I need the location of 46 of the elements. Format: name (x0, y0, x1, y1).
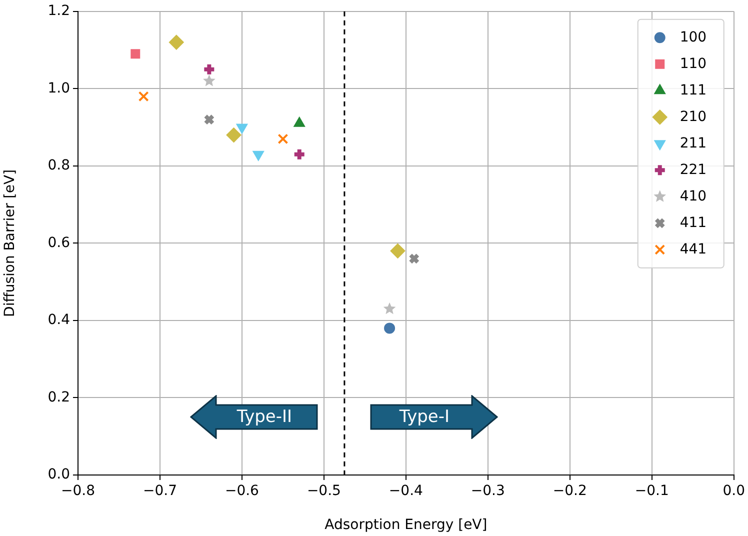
legend-label: 110 (680, 56, 707, 72)
point (408, 253, 420, 264)
legend-label: 100 (680, 29, 707, 46)
legend-label: 111 (680, 82, 707, 98)
x-tick-label: −0.1 (634, 483, 669, 500)
point (226, 128, 242, 143)
y-tick-label: 0.6 (48, 234, 70, 251)
legend-label: 411 (680, 214, 707, 231)
point (204, 114, 215, 126)
x-tick-label: −0.6 (224, 483, 260, 500)
legend-label: 410 (680, 188, 707, 204)
x-tick-label: −0.2 (552, 483, 587, 500)
x-tick-label: −0.4 (388, 483, 424, 500)
point (236, 124, 248, 134)
y-tick-label: 0.2 (48, 389, 70, 406)
point (138, 91, 149, 102)
y-tick-label: 0.0 (48, 466, 70, 483)
point (384, 322, 396, 334)
y-tick-label: 1.0 (48, 80, 70, 96)
point (202, 74, 216, 86)
right-arrow-icon: Type-I (370, 395, 498, 440)
x-tick-label: −0.5 (306, 483, 341, 500)
x-tick-label: −0.7 (142, 483, 177, 500)
left-arrow-icon: Type-II (190, 395, 318, 440)
y-tick-label: 1.2 (48, 3, 70, 20)
annotation: Type-II (236, 407, 292, 428)
point (252, 150, 264, 161)
point (130, 49, 140, 59)
y-axis-title: Diffusion Barrier [eV] (2, 169, 18, 317)
point (168, 34, 184, 50)
y-tick-label: 0.4 (48, 312, 70, 328)
point (390, 243, 406, 258)
legend-label: 221 (680, 162, 707, 178)
legend-label: 211 (680, 135, 707, 152)
x-tick-label: −0.8 (61, 483, 95, 500)
legend-label: 441 (680, 241, 707, 258)
point (278, 134, 288, 144)
x-tick-label: −0.3 (470, 483, 505, 500)
x-axis-title: Adsorption Energy [eV] (324, 517, 488, 534)
point (292, 147, 306, 162)
point (383, 302, 396, 314)
y-tick-label: 0.8 (48, 158, 70, 174)
annotation: Type-I (399, 407, 450, 428)
legend-label: 210 (680, 108, 707, 125)
x-tick-label: 0.0 (722, 483, 745, 500)
point (202, 62, 216, 76)
